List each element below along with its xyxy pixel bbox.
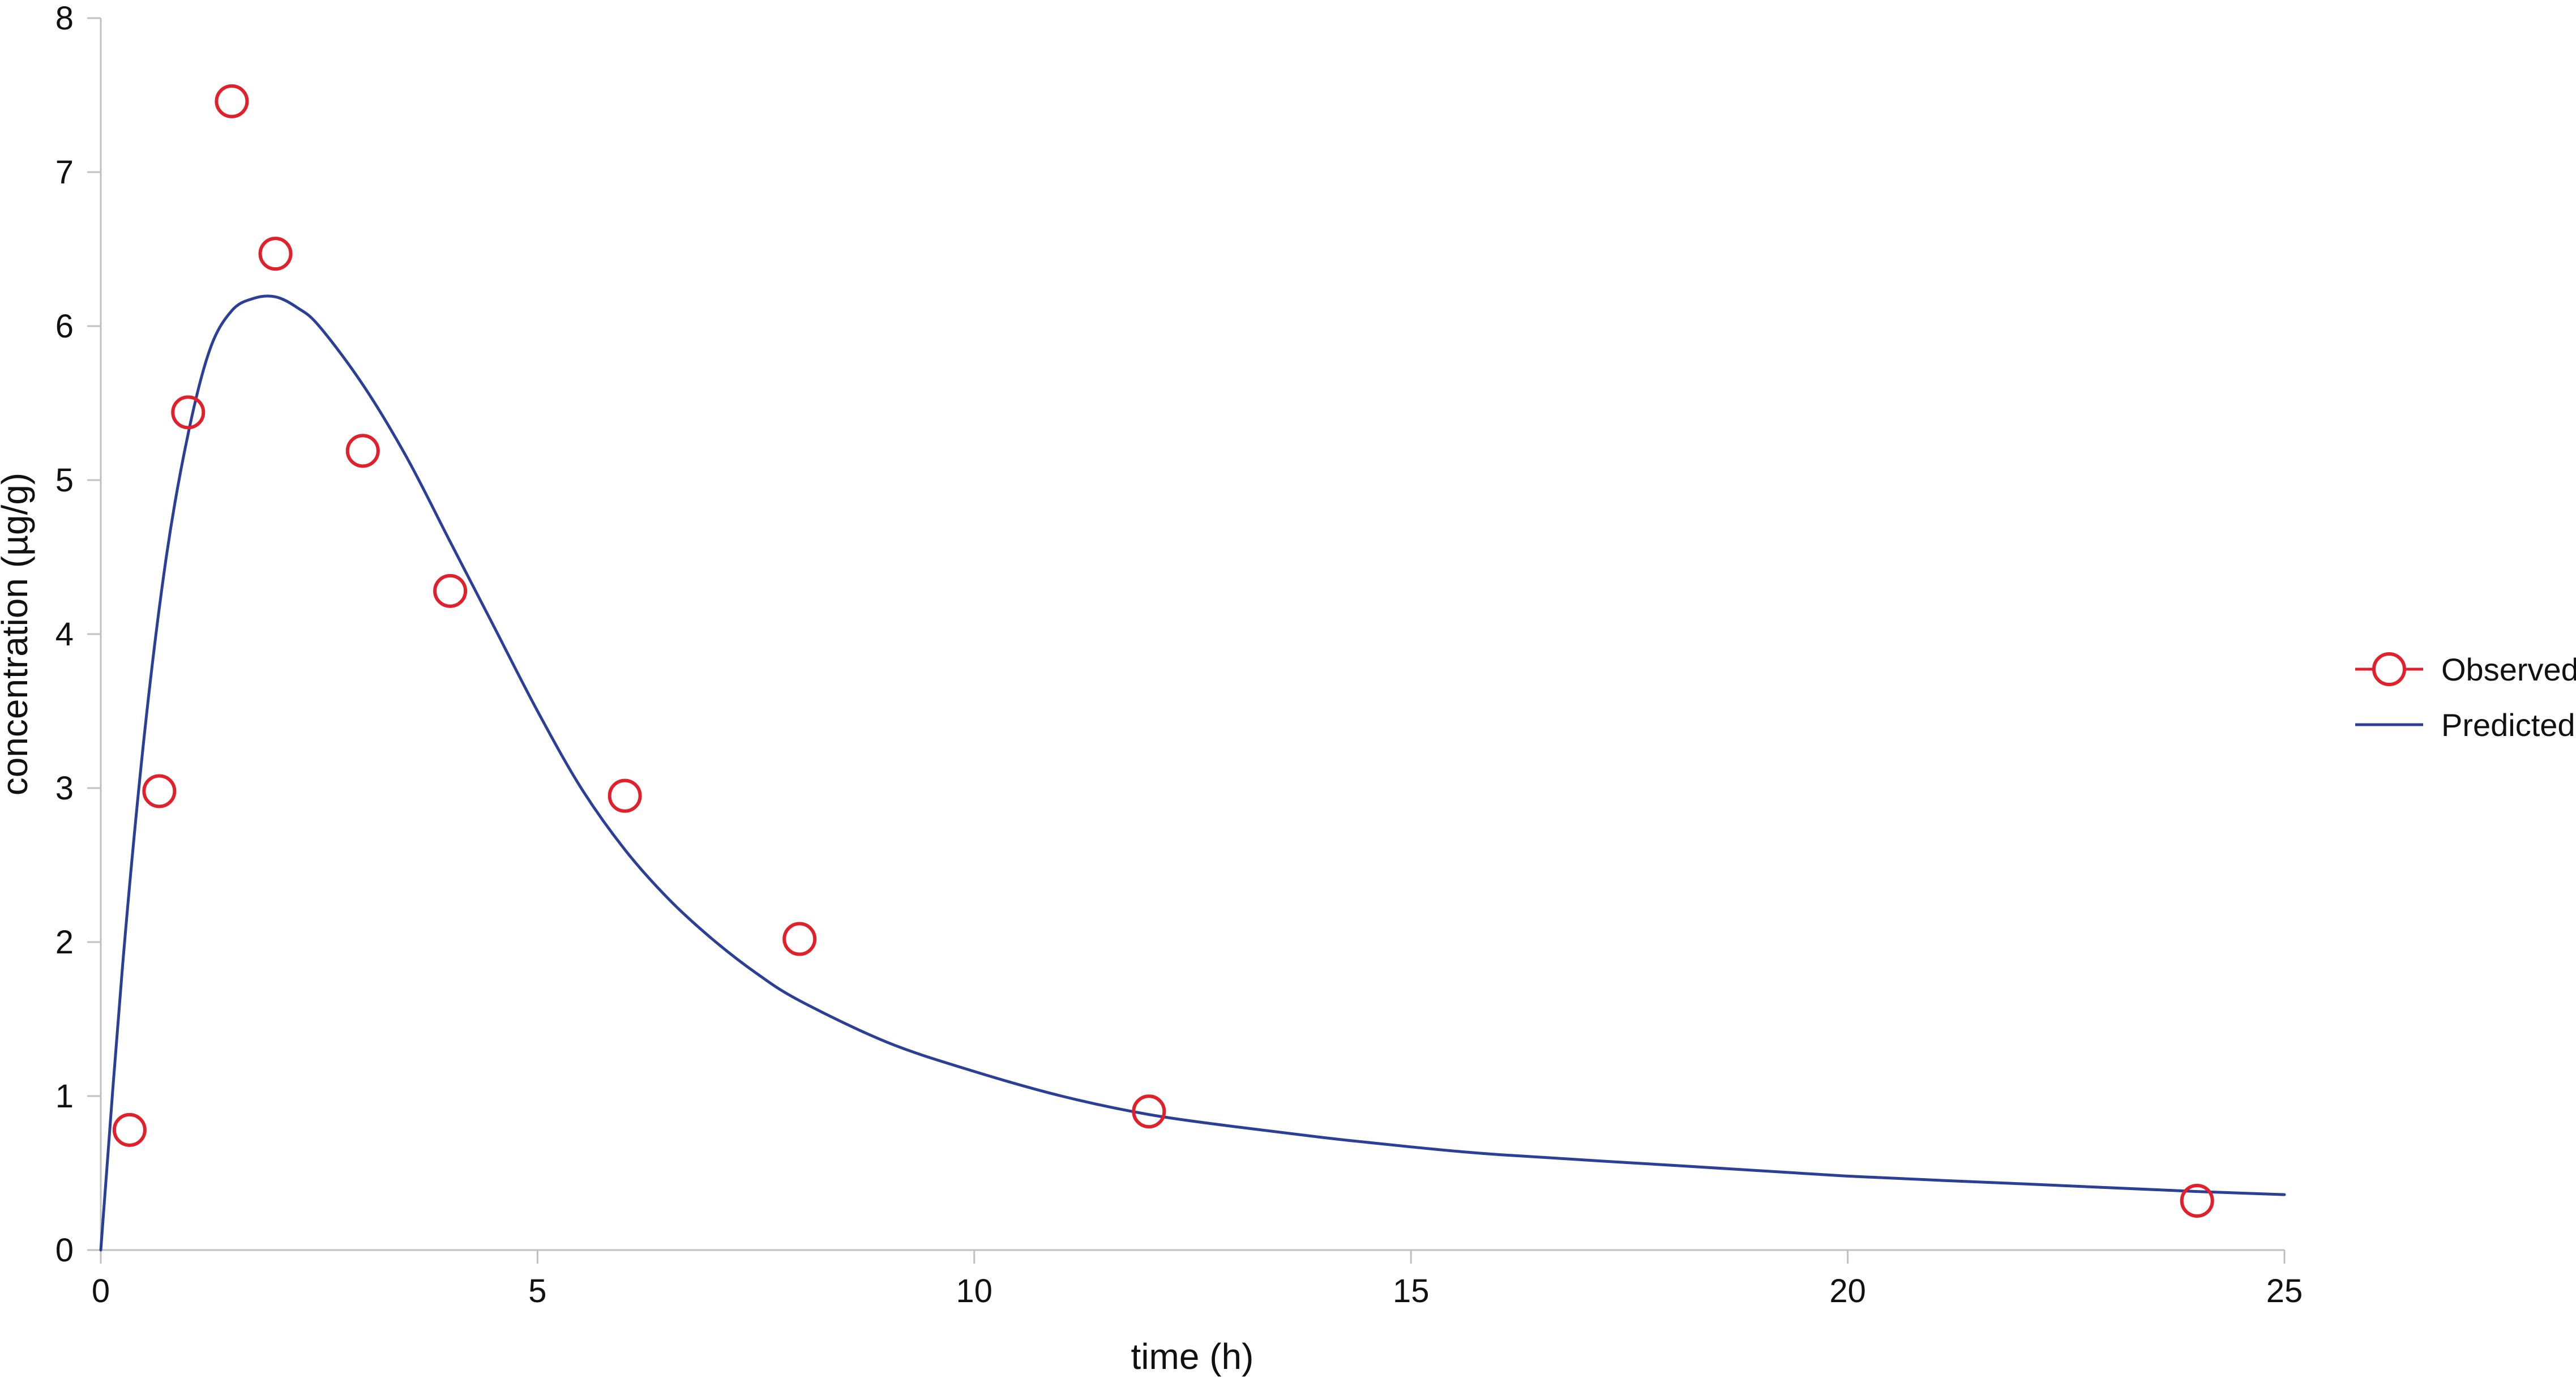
legend: Observed Predicted (2355, 652, 2576, 743)
observed-point (215, 84, 249, 118)
y-tick-label: 6 (55, 308, 74, 345)
observed-point (345, 434, 380, 468)
observed-point (171, 395, 206, 430)
y-tick-label: 7 (55, 154, 74, 191)
observed-point (782, 922, 817, 956)
predicted-line (99, 294, 2286, 1252)
y-tick-label: 8 (55, 0, 74, 37)
ticks: 0 5 10 15 20 25 0 1 2 3 4 5 6 7 8 (55, 0, 2303, 1309)
observed-point (1132, 1094, 1166, 1129)
y-tick-label: 5 (55, 462, 74, 499)
x-tick-label: 20 (1829, 1273, 1866, 1309)
observed-series (112, 84, 2214, 1218)
y-tick-label: 1 (55, 1078, 74, 1115)
observed-point (2180, 1183, 2214, 1218)
axes (100, 18, 2284, 1251)
y-tick-label: 2 (55, 924, 74, 961)
x-axis-title: time (h) (1131, 1336, 1254, 1377)
y-tick-label: 4 (55, 616, 74, 653)
observed-point (607, 778, 642, 813)
observed-point (433, 574, 468, 608)
legend-observed-label: Observed (2441, 652, 2576, 687)
x-tick-label: 10 (956, 1273, 993, 1309)
x-tick-label: 25 (2266, 1273, 2303, 1309)
x-tick-label: 0 (92, 1273, 110, 1309)
x-tick-label: 15 (1393, 1273, 1430, 1309)
legend-observed-marker (2372, 652, 2406, 686)
y-tick-label: 3 (55, 770, 74, 807)
observed-point (258, 237, 293, 271)
x-tick-label: 5 (528, 1273, 546, 1309)
y-tick-label: 0 (55, 1232, 74, 1269)
predicted-series (99, 294, 2286, 1252)
legend-predicted-label: Predicted (2441, 707, 2575, 743)
observed-point (112, 1112, 147, 1147)
y-axis-title: concentration (µg/g) (0, 473, 35, 796)
observed-point (142, 774, 177, 808)
